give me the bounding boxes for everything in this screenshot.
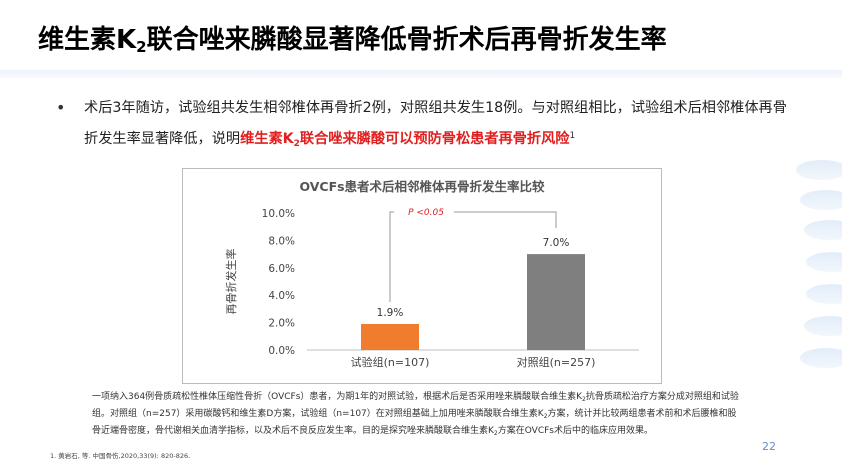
- significance-bracket-right: [454, 211, 557, 229]
- x-tick-label: 对照组(n=257): [517, 355, 596, 369]
- y-tick-label: 8.0%: [268, 235, 295, 247]
- y-tick-label: 10.0%: [262, 208, 295, 220]
- y-tick-label: 6.0%: [268, 263, 295, 275]
- y-tick-label: 4.0%: [268, 290, 295, 302]
- bar: [527, 254, 585, 350]
- y-tick-label: 0.0%: [268, 345, 295, 357]
- bullet-highlight: 维生素K2联合唑来膦酸可以预防骨松患者再骨折风险: [240, 131, 570, 149]
- significance-bracket-left: [389, 211, 394, 302]
- study-footnote: 一项纳入364例骨质疏松性椎体压缩性骨折（OVCFs）患者，为期1年的对照试验，…: [92, 390, 772, 441]
- data-label: 1.9%: [377, 307, 404, 319]
- chart-title: OVCFs患者术后相邻椎体再骨折发生率比较: [299, 179, 545, 194]
- footnote-line-1: 一项纳入364例骨质疏松性椎体压缩性骨折（OVCFs）患者，为期1年的对照试验，…: [92, 392, 739, 403]
- footnote-line-3: 骨近端骨密度，骨代谢相关血清学指标，以及术后不良反应发生率。目的是探究唑来膦酸联…: [92, 426, 653, 437]
- bar: [361, 323, 419, 350]
- footnote-line-2: 组。对照组（n=257）采用碳酸钙和维生素D方案，试验组（n=107）在对照组基…: [92, 409, 737, 420]
- title-underline-band: [0, 70, 842, 78]
- y-axis-label: 再骨折发生率: [224, 249, 238, 315]
- significance-label: P <0.05: [408, 208, 444, 218]
- chart-panel: OVCFs患者术后相邻椎体再骨折发生率比较再骨折发生率 0.0% 2.0% 4.0% 6…: [182, 168, 662, 384]
- bullet-text-plain: 术后3年随访，试验组共发生相邻椎体再骨折2例，对照组共发生18例。与对照组相比，…: [84, 100, 787, 147]
- reference-mark: 1: [569, 131, 576, 141]
- page-title: 维生素K2联合唑来膦酸显著降低骨折术后再骨折发生率: [38, 25, 667, 56]
- y-tick-label: 2.0%: [268, 318, 295, 330]
- x-tick-label: 试验组(n=107): [351, 355, 430, 369]
- bullet-paragraph: • 术后3年随访，试验组共发生相邻椎体再骨折2例，对照组共发生18例。与对照组相…: [56, 94, 800, 158]
- bullet-icon: •: [56, 98, 66, 117]
- data-label: 7.0%: [543, 237, 570, 249]
- page-number: 22: [762, 440, 776, 453]
- reference-citation: 1. 黄岩石, 等. 中国骨伤,2020,33(9): 820-826.: [50, 452, 191, 460]
